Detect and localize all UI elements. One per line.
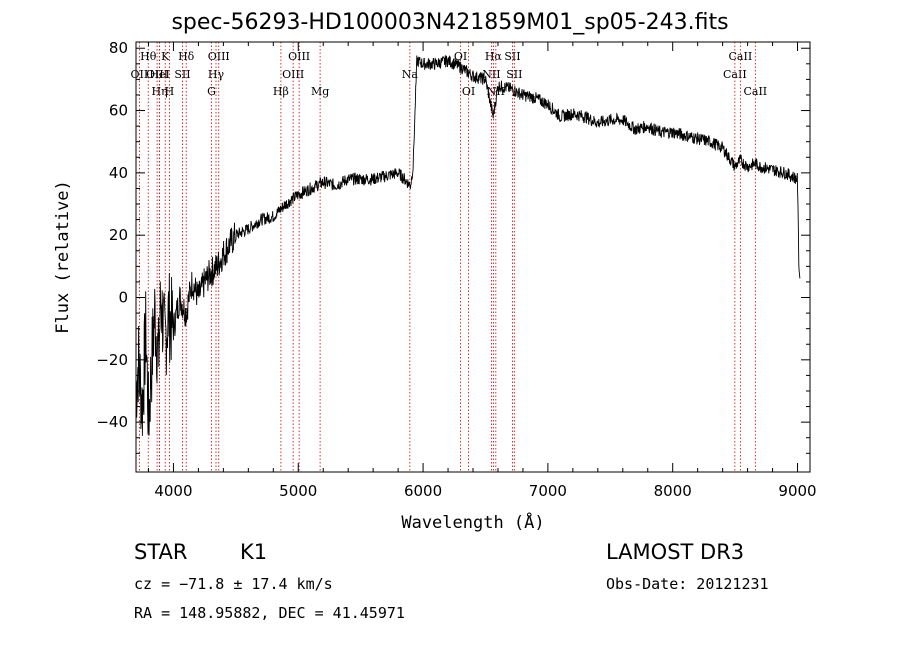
line-label-11: OIII: [208, 50, 230, 63]
line-label-12: Hβ: [273, 85, 289, 98]
x-tick-label-1: 5000: [279, 482, 317, 500]
coordinates: RA = 148.95882, DEC = 41.45971: [134, 604, 405, 622]
y-tick-label-1: −20: [96, 351, 128, 369]
line-label-13: OIII: [282, 68, 304, 81]
line-label-18: OI: [462, 85, 475, 98]
line-label-24: CaII: [723, 68, 747, 81]
line-label-0: OII: [131, 68, 149, 81]
y-tick-label-5: 60: [109, 102, 128, 120]
spectrum-line-0: [135, 55, 801, 436]
line-label-20: Hα: [485, 50, 503, 63]
y-axis-label: Flux (relative): [53, 180, 73, 334]
line-label-9: Hγ: [208, 68, 225, 81]
line-label-10: G: [207, 85, 216, 98]
line-label-5: K: [161, 50, 170, 63]
line-label-14: OIII: [288, 50, 310, 63]
line-label-1: Hθ: [140, 50, 157, 63]
y-tick-label-6: 80: [109, 39, 128, 57]
x-tick-label-4: 8000: [654, 482, 692, 500]
chart-title: spec-56293-HD100003N421859M01_sp05-243.f…: [171, 10, 729, 35]
y-tick-label-0: −40: [96, 413, 128, 431]
obs-date: Obs-Date: 20121231: [606, 575, 769, 593]
y-tick-label-2: 0: [118, 289, 128, 307]
x-axis-label: Wavelength (Å): [401, 511, 544, 533]
x-tick-label-5: 9000: [778, 482, 816, 500]
line-label-17: OI: [454, 50, 467, 63]
line-label-6: H: [165, 85, 175, 98]
plot-frame: [135, 41, 811, 473]
line-label-16: Na: [402, 68, 419, 81]
redshift-readout: cz = −71.8 ± 17.4 km/s: [134, 575, 333, 593]
line-label-2: OIII: [146, 68, 168, 81]
y-tick-label-3: 20: [109, 226, 128, 244]
line-label-7: SII: [174, 68, 190, 81]
survey-label: LAMOST DR3: [606, 540, 745, 564]
line-label-15: Mg: [311, 85, 329, 98]
line-label-26: CaII: [743, 85, 767, 98]
y-tick-label-4: 40: [109, 164, 128, 182]
object-subclass: K1: [240, 540, 268, 564]
object-class: STAR: [134, 540, 188, 564]
x-tick-label-2: 6000: [404, 482, 442, 500]
x-tick-label-3: 7000: [529, 482, 567, 500]
x-tick-label-0: 4000: [154, 482, 192, 500]
line-label-23: SII: [506, 68, 522, 81]
line-label-22: SII: [504, 50, 520, 63]
line-label-8: Hδ: [178, 50, 195, 63]
line-label-4: HeI: [149, 68, 169, 81]
line-label-25: CaII: [729, 50, 753, 63]
